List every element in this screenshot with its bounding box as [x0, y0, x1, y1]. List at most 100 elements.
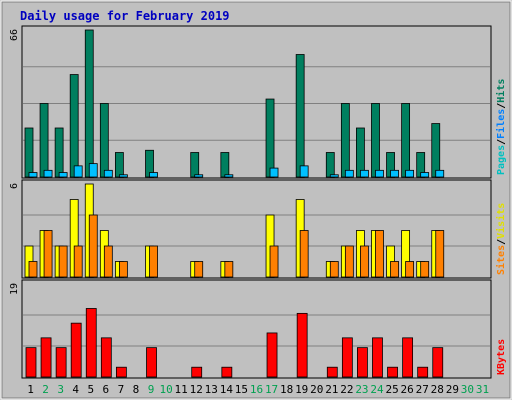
bar-files: [73, 165, 83, 178]
bar-sites: [375, 230, 384, 278]
bar-sites: [420, 261, 430, 278]
bar-kbytes: [221, 366, 233, 378]
legend: Sites/Visits: [495, 203, 507, 275]
bar-hits: [401, 103, 411, 178]
bar-files: [420, 172, 430, 178]
x-tick-label: 24: [370, 383, 384, 396]
bar-files: [194, 174, 204, 178]
bar-files: [390, 169, 399, 178]
bar-files: [58, 172, 68, 178]
legend-entry: Sites: [495, 245, 507, 275]
bar-files: [329, 174, 339, 178]
bar-sites: [58, 245, 68, 278]
bar-files: [149, 172, 158, 178]
bar-kbytes: [296, 312, 308, 378]
bar-hits: [190, 152, 200, 178]
legend-entry: /: [496, 139, 507, 145]
bar-files: [360, 169, 369, 178]
bar-sites: [360, 245, 369, 278]
x-tick-label: 23: [355, 383, 368, 396]
bar-hits: [431, 123, 441, 178]
bar-files: [43, 169, 53, 178]
bar-kbytes: [70, 322, 82, 378]
bar-kbytes: [115, 366, 127, 378]
x-tick-label: 3: [57, 383, 64, 396]
x-tick-label: 1: [27, 383, 34, 396]
bar-kbytes: [326, 366, 338, 378]
legend-entry: KBytes: [496, 339, 507, 375]
bar-files: [405, 169, 415, 178]
x-tick-label: 10: [159, 383, 172, 396]
legend-entry: /: [496, 239, 507, 245]
bar-sites: [194, 261, 204, 278]
legend-entry: Hits: [495, 79, 507, 103]
bar-sites: [73, 245, 83, 278]
x-tick-label: 19: [295, 383, 308, 396]
x-tick-label: 30: [461, 383, 474, 396]
x-tick-label: 22: [340, 383, 353, 396]
bar-files: [269, 167, 279, 178]
legend: KBytes: [496, 339, 507, 375]
bar-kbytes: [372, 337, 383, 378]
x-tick-label: 29: [446, 383, 459, 396]
bar-hits: [325, 152, 335, 178]
bar-kbytes: [191, 366, 203, 378]
x-tick-label: 28: [431, 383, 444, 396]
bar-kbytes: [402, 337, 414, 378]
bar-sites: [329, 261, 339, 278]
x-tick-label: 27: [416, 383, 429, 396]
bar-sites: [88, 214, 98, 278]
bar-sites: [405, 261, 415, 278]
bar-hits: [39, 103, 49, 178]
bar-files: [103, 169, 113, 178]
x-tick-label: 9: [148, 383, 155, 396]
x-tick-label: 25: [385, 383, 398, 396]
y-max-label: 66: [9, 29, 20, 41]
bar-kbytes: [25, 347, 37, 378]
bar-sites: [299, 230, 309, 278]
bar-sites: [344, 245, 354, 278]
bar-kbytes: [146, 347, 157, 378]
x-tick-label: 31: [476, 383, 489, 396]
bar-hits: [340, 103, 350, 178]
bar-sites: [149, 245, 158, 278]
bar-sites: [224, 261, 234, 278]
bar-hits: [114, 152, 124, 178]
bar-sites: [435, 230, 445, 278]
x-tick-label: 17: [265, 383, 278, 396]
bar-files: [224, 174, 234, 178]
bar-sites: [269, 245, 279, 278]
x-tick-label: 8: [133, 383, 140, 396]
x-tick-label: 15: [235, 383, 248, 396]
x-axis-day-labels: 1 2 3 4 5 6 7 8 9 10 11 12 13 14 15 16 17 18 19 20 21 22 23 24 2…: [27, 383, 489, 396]
y-max-label: 19: [9, 283, 20, 295]
y-max-label: 6: [9, 183, 20, 189]
bar-kbytes: [85, 308, 97, 378]
panel-kbytes: 19 KBytes: [9, 279, 507, 379]
bar-hits: [54, 127, 64, 178]
bar-kbytes: [266, 332, 278, 378]
x-tick-label: 4: [72, 383, 79, 396]
bar-files: [88, 163, 98, 178]
x-tick-label: 7: [118, 383, 125, 396]
x-tick-label: 11: [175, 383, 188, 396]
bar-kbytes: [417, 366, 429, 378]
legend-entry: Pages: [496, 145, 507, 175]
x-tick-label: 16: [250, 383, 263, 396]
bar-sites: [43, 230, 53, 278]
bar-kbytes: [432, 347, 444, 378]
bar-files: [299, 165, 309, 178]
legend-entry: Files: [495, 109, 507, 139]
bar-files: [118, 174, 128, 178]
x-tick-label: 21: [325, 383, 338, 396]
bar-kbytes: [357, 347, 368, 378]
panel-visits_sites: 6 Sites/Visits: [9, 179, 507, 279]
bar-files: [344, 169, 354, 178]
legend: Pages/Files/Hits: [495, 79, 507, 175]
bar-kbytes: [40, 337, 52, 378]
